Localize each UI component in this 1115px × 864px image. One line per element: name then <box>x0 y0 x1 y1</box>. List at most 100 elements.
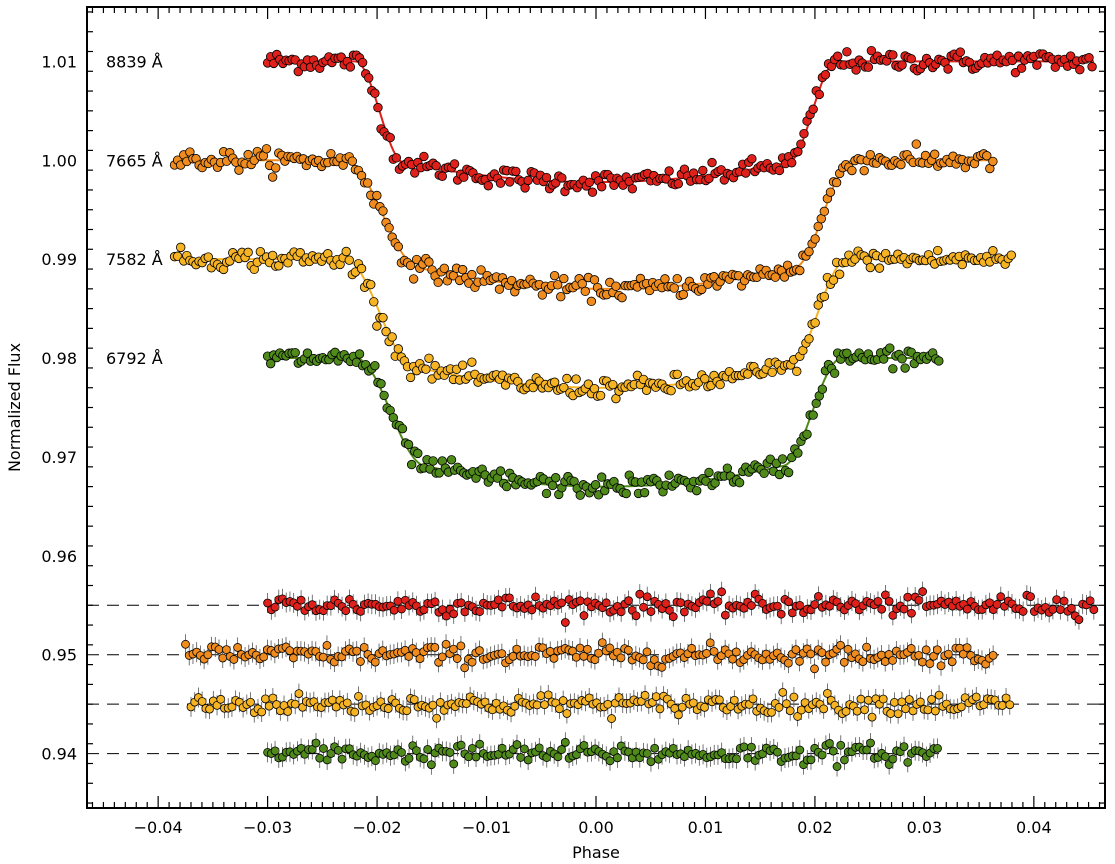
residual-point <box>905 696 913 704</box>
residual-point <box>840 756 848 764</box>
light-curve-point <box>369 298 378 307</box>
light-curve-point <box>830 369 839 378</box>
light-curve-point <box>679 290 688 299</box>
light-curve-point <box>596 391 605 400</box>
light-curve-point <box>886 344 895 353</box>
residual-point <box>768 708 776 716</box>
residual-point <box>291 700 299 708</box>
residual-point <box>796 601 804 609</box>
residual-point <box>747 602 755 610</box>
residual-point <box>928 695 936 703</box>
light-curve-point <box>468 358 477 367</box>
light-curve-point <box>512 167 521 176</box>
residual-point <box>641 691 649 699</box>
residual-point <box>356 658 364 666</box>
residual-point <box>230 655 238 663</box>
residual-point <box>732 648 740 656</box>
residual-point <box>632 612 640 620</box>
residual-point <box>647 758 655 766</box>
light-curve-point <box>820 292 829 301</box>
residual-point <box>919 588 927 596</box>
residual-point <box>792 646 800 654</box>
light-curve-point <box>357 264 366 273</box>
residual-point <box>1086 597 1094 605</box>
residual-point <box>1090 606 1098 614</box>
light-curve-point <box>597 473 606 482</box>
light-curve-point <box>558 174 567 183</box>
residual-point <box>442 640 450 648</box>
light-curve-point <box>889 364 898 373</box>
light-curve-point <box>374 103 383 112</box>
wavelength-label: 8839 Å <box>106 52 163 71</box>
light-curve-point <box>355 350 364 359</box>
residual-point <box>894 710 902 718</box>
residual-point <box>916 698 924 706</box>
light-curve-point <box>833 52 842 61</box>
residual-point <box>342 607 350 615</box>
residual-point <box>963 644 971 652</box>
light-curve-point <box>618 293 627 302</box>
residual-point <box>544 691 552 699</box>
residual-point <box>997 593 1005 601</box>
residual-point <box>247 698 255 706</box>
light-curve-point <box>670 284 679 293</box>
light-curve-point <box>809 411 818 420</box>
residual-point <box>677 599 685 607</box>
residual-point <box>498 603 506 611</box>
residual-point <box>826 739 834 747</box>
residual-point <box>405 652 413 660</box>
residual-point <box>773 602 781 610</box>
light-curve-point <box>542 489 551 498</box>
x-tick-label: 0.00 <box>578 818 614 837</box>
residual-point <box>924 706 932 714</box>
residual-point <box>729 655 737 663</box>
light-curve-point <box>907 55 916 64</box>
light-curve-point <box>576 491 585 500</box>
light-curve-point <box>640 488 649 497</box>
residual-point <box>297 596 305 604</box>
residual-point <box>1006 701 1014 709</box>
residual-point <box>624 646 632 654</box>
residual-point <box>714 597 722 605</box>
light-curve-point <box>379 207 388 216</box>
light-curve-point <box>591 480 600 489</box>
light-curve-point <box>832 178 841 187</box>
residual-point <box>438 653 446 661</box>
light-curve-point <box>496 179 505 188</box>
light-curve-point <box>572 375 581 384</box>
residual-point <box>647 608 655 616</box>
light-curve-point <box>407 460 416 469</box>
light-curve-point <box>820 207 829 216</box>
residual-point <box>730 696 738 704</box>
residual-point <box>476 740 484 748</box>
residual-point <box>598 639 606 647</box>
light-curve-point <box>447 455 456 464</box>
light-curve-point <box>760 469 769 478</box>
residual-point <box>688 644 696 652</box>
residual-baselines <box>87 605 1105 753</box>
residual-point <box>935 691 943 699</box>
light-curve-point <box>268 251 277 260</box>
residual-point <box>457 599 465 607</box>
residual-point <box>933 646 941 654</box>
residual-point <box>844 645 852 653</box>
residual-point <box>558 746 566 754</box>
light-curve-point <box>989 157 998 166</box>
x-tick-label: −0.01 <box>462 818 511 837</box>
x-tick-label: −0.03 <box>243 818 292 837</box>
x-tick-label: 0.02 <box>797 818 833 837</box>
residual-point <box>643 593 651 601</box>
light-curve-point <box>556 292 565 301</box>
residual-point <box>680 608 688 616</box>
residual-point <box>853 707 861 715</box>
residual-point <box>606 757 614 765</box>
light-curve-point <box>665 167 674 176</box>
residual-point <box>744 754 752 762</box>
residual-point <box>436 698 444 706</box>
light-curve-point <box>587 297 596 306</box>
y-tick-label: 0.95 <box>41 646 77 665</box>
light-curve-point <box>550 271 559 280</box>
residual-point <box>513 741 521 749</box>
residual-point <box>733 755 741 763</box>
residual-point <box>890 698 898 706</box>
